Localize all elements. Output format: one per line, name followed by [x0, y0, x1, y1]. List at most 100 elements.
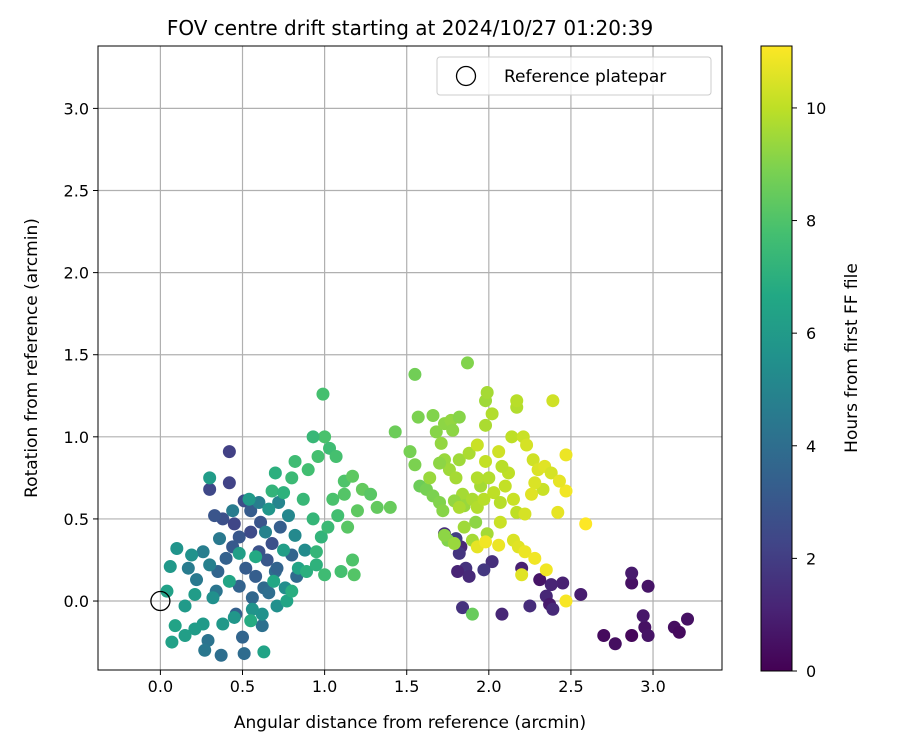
scatter-point: [482, 471, 496, 485]
scatter-point: [206, 591, 220, 605]
scatter-point: [544, 578, 558, 592]
scatter-point: [492, 538, 506, 552]
scatter-point: [244, 525, 258, 539]
scatter-point: [487, 486, 501, 500]
scatter-point: [492, 445, 506, 459]
legend-label: Reference platepar: [504, 67, 666, 87]
scatter-point: [236, 630, 250, 644]
scatter-point: [227, 610, 241, 624]
scatter-point: [544, 466, 558, 480]
scatter-point: [249, 550, 263, 564]
scatter-point: [181, 561, 195, 575]
scatter-point: [267, 574, 281, 588]
scatter-point: [255, 619, 269, 633]
scatter-point: [528, 476, 542, 490]
scatter-point: [316, 387, 330, 401]
scatter-point: [539, 563, 553, 577]
scatter-point: [446, 423, 460, 437]
scatter-point: [160, 584, 174, 598]
colorbar: 0 2 4 6 8 10 Hours from first FF file: [760, 45, 862, 681]
scatter-point: [258, 525, 272, 539]
colorbar-label: Hours from first FF file: [842, 263, 862, 453]
scatter-point: [331, 509, 345, 523]
scatter-point: [311, 450, 325, 464]
scatter-point: [495, 459, 509, 473]
scatter-point: [559, 448, 573, 462]
y-tick-label: 2.5: [64, 182, 89, 201]
x-axis-label: Angular distance from reference (arcmin): [234, 713, 586, 733]
scatter-point: [306, 512, 320, 526]
scatter-point: [364, 487, 378, 501]
scatter-point: [245, 591, 259, 605]
scatter-point: [470, 471, 484, 485]
scatter-point: [214, 648, 228, 662]
scatter-point: [318, 430, 332, 444]
colorbar-tick-label: 4: [806, 437, 816, 456]
scatter-point: [232, 530, 246, 544]
y-tick-label: 2.0: [64, 264, 89, 283]
scatter-point: [641, 629, 655, 643]
scatter-point: [321, 520, 335, 534]
scatter-point: [552, 474, 566, 488]
scatter-point: [477, 563, 491, 577]
scatter-points: [160, 356, 695, 662]
scatter-point: [270, 599, 284, 613]
grid-lines: [98, 46, 722, 670]
scatter-point: [244, 614, 258, 628]
scatter-point: [493, 515, 507, 529]
scatter-point: [559, 484, 573, 498]
scatter-point: [546, 602, 560, 616]
scatter-point: [262, 586, 276, 600]
scatter-point: [232, 546, 246, 560]
scatter-point: [485, 555, 499, 569]
scatter-point: [433, 456, 447, 470]
scatter-point: [232, 579, 246, 593]
scatter-point: [625, 576, 639, 590]
scatter-point: [477, 492, 491, 506]
x-tick-label: 1.5: [394, 677, 419, 696]
legend: Reference platepar: [436, 56, 712, 96]
scatter-point: [520, 438, 534, 452]
scatter-point: [681, 612, 695, 626]
scatter-point: [237, 647, 251, 661]
scatter-point: [423, 471, 437, 485]
scatter-point: [309, 545, 323, 559]
scatter-point: [608, 637, 622, 651]
scatter-point: [254, 515, 268, 529]
scatter-point: [203, 558, 217, 572]
scatter-point: [437, 528, 451, 542]
scatter-point: [318, 568, 332, 582]
scatter-point: [252, 496, 266, 510]
y-tick-label: 1.0: [64, 428, 89, 447]
scatter-point: [337, 487, 351, 501]
scatter-point: [479, 535, 493, 549]
scatter-point: [408, 367, 422, 381]
x-tick-label: 0.5: [230, 677, 255, 696]
scatter-point: [493, 496, 507, 510]
colorbar-ticks: 0 2 4 6 8 10: [792, 99, 826, 681]
y-tick-label: 1.5: [64, 346, 89, 365]
scatter-point: [334, 564, 348, 578]
scatter-point: [190, 573, 204, 587]
scatter-point: [452, 546, 466, 560]
chart-title: FOV centre drift starting at 2024/10/27 …: [167, 16, 653, 40]
colorbar-gradient: [760, 45, 793, 672]
scatter-point: [533, 573, 547, 587]
scatter-point: [462, 569, 476, 583]
scatter-point: [288, 528, 302, 542]
scatter-point: [597, 629, 611, 643]
scatter-point: [222, 574, 236, 588]
scatter-point: [178, 599, 192, 613]
scatter-point: [222, 445, 236, 459]
reference-platepar-marker: [150, 590, 171, 612]
scatter-point: [277, 543, 291, 557]
scatter-point: [452, 500, 466, 514]
scatter-point: [280, 594, 294, 608]
colorbar-tick-label: 6: [806, 324, 816, 343]
scatter-point: [216, 617, 230, 631]
scatter-point: [165, 635, 179, 649]
scatter-point: [227, 517, 241, 531]
scatter-point: [178, 629, 192, 643]
scatter-point: [298, 543, 312, 557]
x-tick-label: 1.0: [312, 677, 337, 696]
